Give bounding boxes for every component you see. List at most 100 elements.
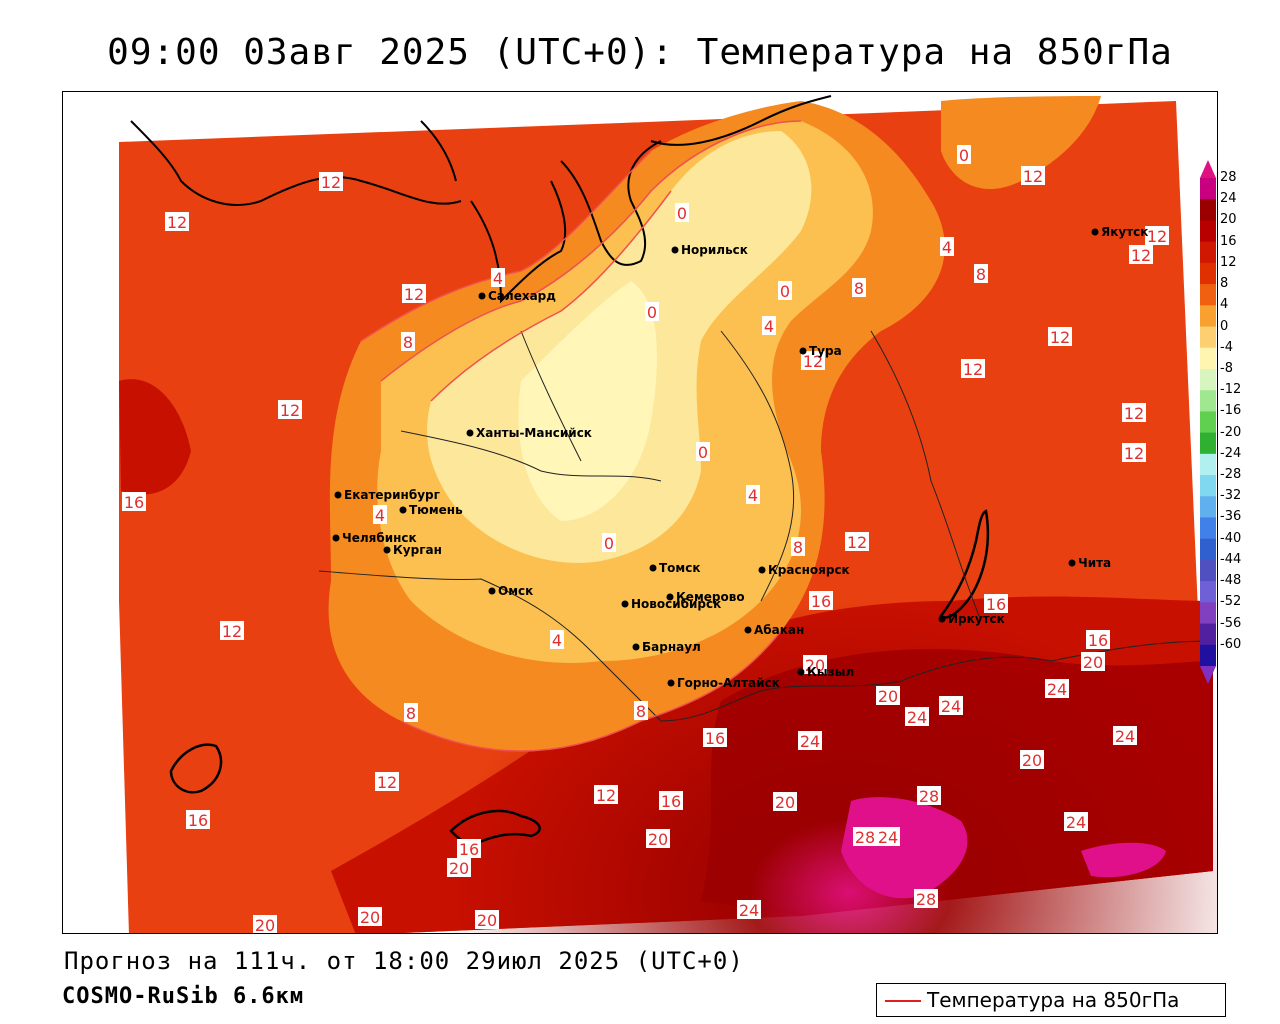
city-name: Тюмень <box>409 503 463 517</box>
city-dot <box>758 566 766 574</box>
temperature-map: 12 12 12 8 12 16 4 0 0 0 12 4 8 12 12 0 8 4 12 12 12 12 12 0 4 4 0… <box>62 91 1218 934</box>
city-name: Красноярск <box>768 563 850 577</box>
city-dot <box>797 668 805 676</box>
svg-text:4: 4 <box>493 269 503 288</box>
contour-label: 24 <box>905 707 929 727</box>
city-marker: Екатеринбург <box>334 488 440 502</box>
svg-text:12: 12 <box>1023 167 1043 186</box>
contour-label: 16 <box>186 810 210 830</box>
contour-label: 12 <box>402 284 426 304</box>
contour-label: 12 <box>845 532 869 552</box>
city-dot <box>488 587 496 595</box>
city-marker: Челябинск <box>332 531 417 545</box>
coastlines <box>130 95 832 304</box>
contour-label: 16 <box>457 839 481 859</box>
city-name: Барнаул <box>642 640 701 654</box>
svg-text:20: 20 <box>805 656 825 675</box>
city-marker: Тура <box>799 344 842 358</box>
city-name: Абакан <box>754 623 804 637</box>
colorbar-tick: -44 <box>1220 551 1242 567</box>
svg-text:16: 16 <box>188 811 208 830</box>
contour-label: 20 <box>1081 652 1105 672</box>
city-name: Кызыл <box>807 665 854 679</box>
svg-text:12: 12 <box>222 622 242 641</box>
colorbar-segment <box>1200 411 1216 434</box>
colorbar-segment <box>1200 475 1216 497</box>
colorbar-tick: -48 <box>1220 573 1242 589</box>
colorbar-tick: -8 <box>1220 360 1233 376</box>
colorbar-segment <box>1200 517 1216 540</box>
contour-label: 8 <box>401 332 415 352</box>
contour-label: 4 <box>746 485 760 505</box>
contour-label: 12 <box>319 172 343 192</box>
colorbar-segment <box>1200 326 1216 349</box>
colorbar-tick: 16 <box>1220 233 1237 249</box>
svg-text:4: 4 <box>552 631 562 650</box>
city-marker: Курган <box>383 543 442 557</box>
legend-label: Температура на 850гПа <box>927 988 1180 1012</box>
city-marker: Томск <box>649 561 701 575</box>
colorbar-segment <box>1200 220 1216 243</box>
colorbar-segment <box>1200 178 1216 200</box>
svg-text:16: 16 <box>661 792 681 811</box>
svg-text:0: 0 <box>698 443 708 462</box>
city-name: Екатеринбург <box>344 488 440 502</box>
city-name: Ханты-Мансийск <box>476 426 592 440</box>
city-name: Салехард <box>488 289 556 303</box>
contour-label: 12 <box>220 621 244 641</box>
colorbar-tick: 0 <box>1220 318 1229 334</box>
colorbar-segment <box>1200 241 1216 264</box>
aral-sea <box>169 743 223 794</box>
svg-text:12: 12 <box>847 533 867 552</box>
contour-label: 12 <box>594 785 618 805</box>
contour-label: 24 <box>939 696 963 716</box>
svg-text:0: 0 <box>780 282 790 301</box>
city-marker: Тюмень <box>399 503 463 517</box>
contour-label: 0 <box>645 302 659 322</box>
contour-label: 4 <box>491 268 505 288</box>
contour-label: 8 <box>404 703 418 723</box>
svg-text:16: 16 <box>1088 631 1108 650</box>
contour-label: 12 <box>165 212 189 232</box>
svg-text:4: 4 <box>942 238 952 257</box>
colorbar-segment <box>1200 623 1216 646</box>
contour-label: 12 <box>801 351 825 371</box>
svg-text:16: 16 <box>124 493 144 512</box>
model-name: COSMO-RuSib 6.6км <box>62 984 305 1009</box>
colorbar-tick: 28 <box>1220 170 1237 185</box>
contour-label: 24 <box>1113 726 1137 746</box>
contour-label: 12 <box>1048 327 1072 347</box>
colorbar-segment <box>1200 559 1216 582</box>
svg-text:24: 24 <box>1047 680 1067 699</box>
city-dot <box>744 626 752 634</box>
city-name: Тура <box>809 344 842 358</box>
city-markers: Норильск Салехард Тура Якутск Ханты-Мансийск… <box>332 225 1148 690</box>
isolines <box>360 120 802 752</box>
contour-label: 12 <box>961 359 985 379</box>
contour-label: 12 <box>375 772 399 792</box>
svg-text:12: 12 <box>1124 444 1144 463</box>
city-marker: Чита <box>1068 556 1111 570</box>
contour-label: 20 <box>253 915 277 933</box>
contour-label: 0 <box>602 533 616 553</box>
contour-label: 28 <box>917 786 941 806</box>
svg-text:12: 12 <box>280 401 300 420</box>
city-dot <box>1091 228 1099 236</box>
svg-text:12: 12 <box>167 213 187 232</box>
colorbar-segment <box>1200 644 1216 667</box>
city-dot <box>383 546 391 554</box>
borders <box>318 330 1214 722</box>
contour-label: 12 <box>1122 403 1146 423</box>
svg-text:12: 12 <box>377 773 397 792</box>
city-dot <box>478 292 486 300</box>
map-title: 09:00 03авг 2025 (UTC+0): Температура на… <box>107 32 1173 73</box>
colorbar-tick: 20 <box>1220 212 1237 228</box>
svg-text:12: 12 <box>1050 328 1070 347</box>
city-name: Курган <box>393 543 442 557</box>
svg-text:20: 20 <box>648 830 668 849</box>
contour-label: 8 <box>852 278 866 298</box>
contour-label: 12 <box>1145 226 1169 246</box>
contour-label: 24 <box>1045 679 1069 699</box>
contour-label: 12 <box>1129 245 1153 265</box>
